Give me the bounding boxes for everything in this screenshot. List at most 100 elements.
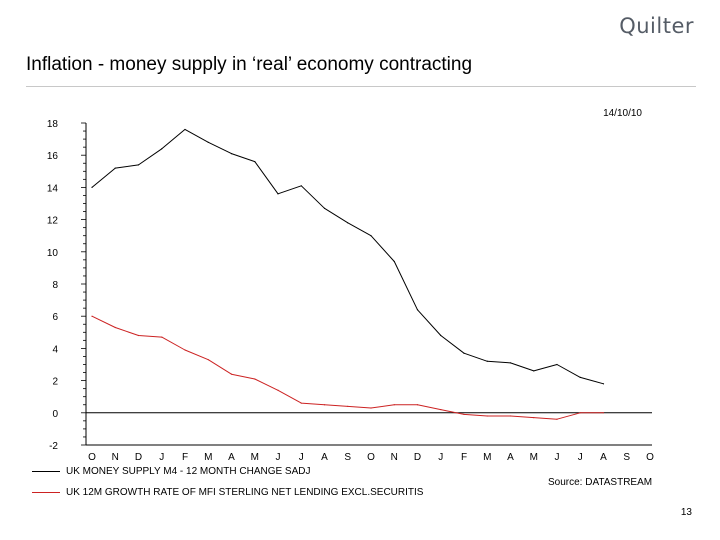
y-tick-label: 12: [47, 216, 59, 227]
data-point-lending: [114, 326, 116, 329]
legend-item-lending: UK 12M GROWTH RATE OF MFI STERLING NET L…: [32, 487, 423, 498]
y-tick-label: 18: [47, 119, 59, 130]
x-tick-label: J: [555, 452, 560, 463]
x-tick-label: J: [299, 452, 304, 463]
data-point-m4: [602, 383, 605, 385]
y-tick-label: 10: [47, 248, 59, 259]
x-tick-label: J: [438, 452, 443, 463]
legend-label-lending: UK 12M GROWTH RATE OF MFI STERLING NET L…: [66, 487, 424, 498]
x-tick-label: M: [251, 452, 259, 463]
x-tick-label: A: [507, 452, 514, 463]
x-tick-label: J: [276, 452, 281, 463]
series-line-m4: [91, 128, 604, 385]
series-lines: [91, 128, 605, 420]
x-tick-label: O: [367, 452, 375, 463]
x-tick-label: O: [646, 452, 654, 463]
data-point-lending: [207, 359, 209, 361]
y-axis-labels: 18 16 14 12 10 8 6 4 2 0 -2: [47, 119, 59, 452]
x-tick-label: D: [135, 452, 142, 463]
x-tick-label: M: [204, 452, 212, 463]
data-point-m4: [300, 185, 302, 187]
x-tick-label: M: [530, 452, 538, 463]
y-tick-label: 8: [52, 280, 58, 291]
data-point-m4: [114, 167, 116, 169]
data-point-lending: [137, 334, 140, 337]
legend-swatch-m4: [32, 471, 60, 472]
data-point-m4: [393, 260, 395, 263]
y-tick-label: 6: [52, 312, 58, 323]
x-tick-label: J: [159, 452, 164, 463]
data-point-m4: [556, 363, 558, 366]
x-tick-label: F: [182, 452, 188, 463]
data-point-lending: [184, 349, 186, 351]
data-point-lending: [556, 418, 558, 420]
data-point-m4: [533, 370, 535, 372]
data-point-m4: [230, 152, 233, 155]
x-tick-label: N: [391, 452, 398, 463]
data-point-lending: [463, 413, 465, 416]
data-point-m4: [91, 186, 93, 188]
legend-swatch-lending: [32, 492, 60, 493]
x-tick-label: M: [483, 452, 491, 463]
data-point-m4: [370, 235, 372, 237]
y-tick-label: 2: [52, 377, 58, 388]
data-point-lending: [254, 378, 256, 380]
data-point-lending: [370, 407, 372, 409]
data-point-m4: [161, 148, 163, 150]
data-point-lending: [533, 417, 535, 419]
x-tick-label: A: [228, 452, 235, 463]
data-point-lending: [91, 315, 93, 317]
data-point-m4: [579, 376, 581, 378]
data-point-m4: [463, 352, 465, 354]
chart-axes: [81, 122, 652, 446]
chart-date: 14/10/10: [603, 108, 642, 119]
data-point-lending: [579, 412, 581, 414]
x-tick-label: N: [112, 452, 119, 463]
legend-item-m4: UK MONEY SUPPLY M4 - 12 MONTH CHANGE SAD…: [32, 466, 311, 477]
page-number: 13: [680, 507, 692, 518]
data-point-lending: [277, 389, 279, 391]
x-tick-label: F: [461, 452, 467, 463]
title-divider: [26, 86, 696, 87]
y-tick-label: 16: [47, 151, 59, 162]
data-point-lending: [161, 336, 163, 338]
data-point-m4: [323, 207, 326, 209]
data-point-lending: [230, 373, 233, 375]
data-point-lending: [440, 408, 442, 411]
series-line-lending: [91, 315, 604, 420]
data-point-lending: [416, 404, 419, 406]
data-point-lending: [300, 402, 302, 404]
x-tick-label: S: [344, 452, 351, 463]
y-tick-label: 0: [52, 409, 58, 420]
data-point-m4: [137, 164, 140, 166]
data-point-m4: [277, 193, 279, 195]
data-point-m4: [440, 334, 442, 337]
data-point-lending: [347, 405, 349, 407]
x-tick-label: A: [600, 452, 607, 463]
x-tick-label: O: [88, 452, 96, 463]
data-point-m4: [184, 128, 186, 131]
data-point-lending: [486, 415, 488, 417]
data-point-m4: [254, 161, 256, 163]
source-note: Source: DATASTREAM: [548, 477, 653, 488]
slide-title: Inflation - money supply in ‘real’ econo…: [26, 54, 473, 75]
quilter-logo: Quilter: [619, 14, 694, 38]
x-tick-label: A: [321, 452, 328, 463]
x-tick-label: D: [414, 452, 421, 463]
y-tick-label: 4: [52, 344, 58, 355]
y-tick-label: -2: [49, 441, 58, 452]
legend-label-m4: UK MONEY SUPPLY M4 - 12 MONTH CHANGE SAD…: [66, 466, 311, 477]
x-tick-label: S: [623, 452, 630, 463]
data-point-m4: [486, 360, 488, 362]
data-point-m4: [347, 222, 349, 224]
data-point-lending: [602, 412, 605, 414]
data-point-m4: [207, 141, 209, 143]
data-point-lending: [509, 415, 512, 417]
x-tick-label: J: [578, 452, 583, 463]
data-point-m4: [509, 362, 512, 364]
y-tick-label: 14: [47, 183, 59, 194]
data-point-lending: [393, 404, 395, 406]
data-point-lending: [323, 404, 326, 406]
